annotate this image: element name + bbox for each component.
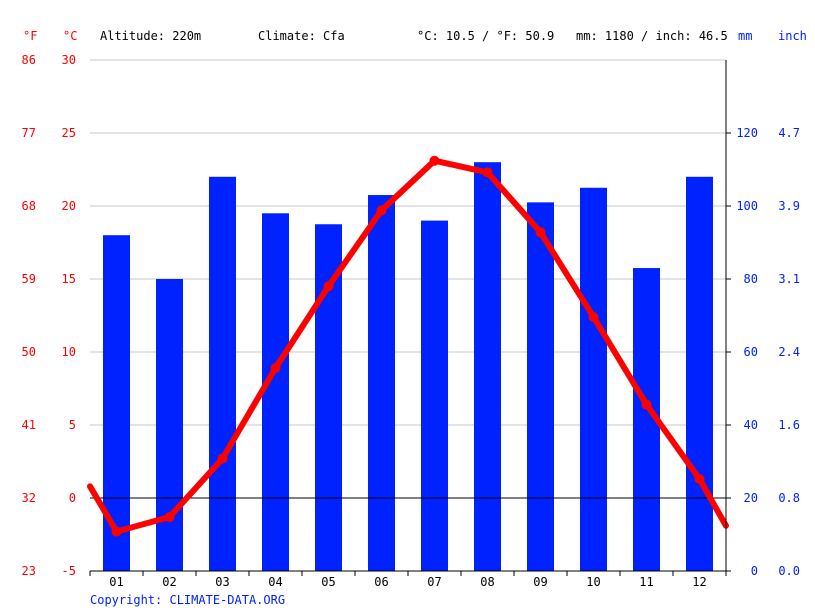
celsius-tick-label: 20 — [62, 199, 76, 213]
precip-bar-02 — [156, 279, 183, 571]
temp-point-04 — [270, 363, 281, 374]
inch-tick-label: 0.8 — [778, 491, 800, 505]
inch-tick-label: 3.9 — [778, 199, 800, 213]
axes — [89, 60, 731, 576]
fahrenheit-tick-label: 59 — [22, 272, 36, 286]
precip-bar-07 — [421, 220, 448, 571]
unit-mm-label: mm — [738, 29, 752, 43]
fahrenheit-tick-label: 32 — [22, 491, 36, 505]
fahrenheit-tick-label: 86 — [22, 53, 36, 67]
x-tick-label-01: 01 — [109, 575, 123, 589]
precip-bar-12 — [686, 176, 713, 572]
fahrenheit-tick-label: 68 — [22, 199, 36, 213]
temp-point-08 — [482, 167, 493, 178]
temp-point-01 — [111, 526, 122, 537]
inch-tick-label: 3.1 — [778, 272, 800, 286]
temp-point-03 — [217, 453, 228, 464]
precipitation-bars — [103, 162, 713, 572]
tick-labels: 01 02 03 04 05 06 07 08 09 10 11 12-523032541105015… — [22, 53, 800, 589]
celsius-tick-label: 5 — [69, 418, 76, 432]
x-tick-label-04: 04 — [268, 575, 282, 589]
precip-bar-06 — [368, 195, 395, 572]
celsius-tick-label: 25 — [62, 126, 76, 140]
temperature-line-layer — [87, 155, 729, 537]
grid-lines — [90, 59, 726, 499]
copyright-text: Copyright: CLIMATE-DATA.ORG — [90, 593, 285, 607]
temp-point-05 — [323, 281, 334, 292]
inch-tick-label: 4.7 — [778, 126, 800, 140]
fahrenheit-tick-label: 77 — [22, 126, 36, 140]
temp-point-09 — [535, 227, 546, 238]
mm-tick-label: 80 — [744, 272, 758, 286]
temp-point-11 — [641, 399, 652, 410]
x-tick-label-05: 05 — [321, 575, 335, 589]
mm-tick-label: 20 — [744, 491, 758, 505]
x-tick-label-09: 09 — [533, 575, 547, 589]
x-tick-label-10: 10 — [586, 575, 600, 589]
temp-point-12 — [694, 474, 705, 485]
precip-bar-08 — [474, 162, 501, 571]
climate-label: Climate: Cfa — [258, 29, 345, 43]
unit-f-label: °F — [23, 29, 37, 43]
inch-tick-label: 0.0 — [778, 564, 800, 578]
inch-tick-label: 2.4 — [778, 345, 800, 359]
celsius-tick-label: 10 — [62, 345, 76, 359]
celsius-tick-label: 30 — [62, 53, 76, 67]
inch-tick-label: 1.6 — [778, 418, 800, 432]
mm-tick-label: 60 — [744, 345, 758, 359]
x-tick-label-06: 06 — [374, 575, 388, 589]
x-tick-label-11: 11 — [639, 575, 653, 589]
x-tick-label-12: 12 — [692, 575, 706, 589]
precip-bar-10 — [580, 187, 607, 571]
temp-point-02 — [164, 511, 175, 522]
temp-point-07 — [429, 155, 440, 166]
fahrenheit-tick-label: 50 — [22, 345, 36, 359]
x-tick-label-07: 07 — [427, 575, 441, 589]
mm-tick-label: 120 — [736, 126, 758, 140]
celsius-tick-label: -5 — [62, 564, 76, 578]
unit-inch-label: inch — [778, 29, 807, 43]
temp-point-10 — [588, 311, 599, 322]
mm-tick-label: 100 — [736, 199, 758, 213]
temperature-line — [87, 157, 729, 535]
precip-bar-09 — [527, 202, 554, 571]
unit-c-label: °C — [63, 29, 77, 43]
altitude-label: Altitude: 220m — [100, 29, 201, 43]
x-tick-label-08: 08 — [480, 575, 494, 589]
mm-tick-label: 40 — [744, 418, 758, 432]
fahrenheit-tick-label: 23 — [22, 564, 36, 578]
precip-total-label: mm: 1180 / inch: 46.5 — [576, 29, 728, 43]
mm-tick-label: 0 — [751, 564, 758, 578]
x-tick-label-02: 02 — [162, 575, 176, 589]
precip-bar-04 — [262, 213, 289, 572]
x-tick-label-03: 03 — [215, 575, 229, 589]
avg-temp-label: °C: 10.5 / °F: 50.9 — [417, 29, 554, 43]
celsius-tick-label: 15 — [62, 272, 76, 286]
temp-point-06 — [376, 205, 387, 216]
precip-bar-03 — [209, 176, 236, 572]
celsius-tick-label: 0 — [69, 491, 76, 505]
fahrenheit-tick-label: 41 — [22, 418, 36, 432]
